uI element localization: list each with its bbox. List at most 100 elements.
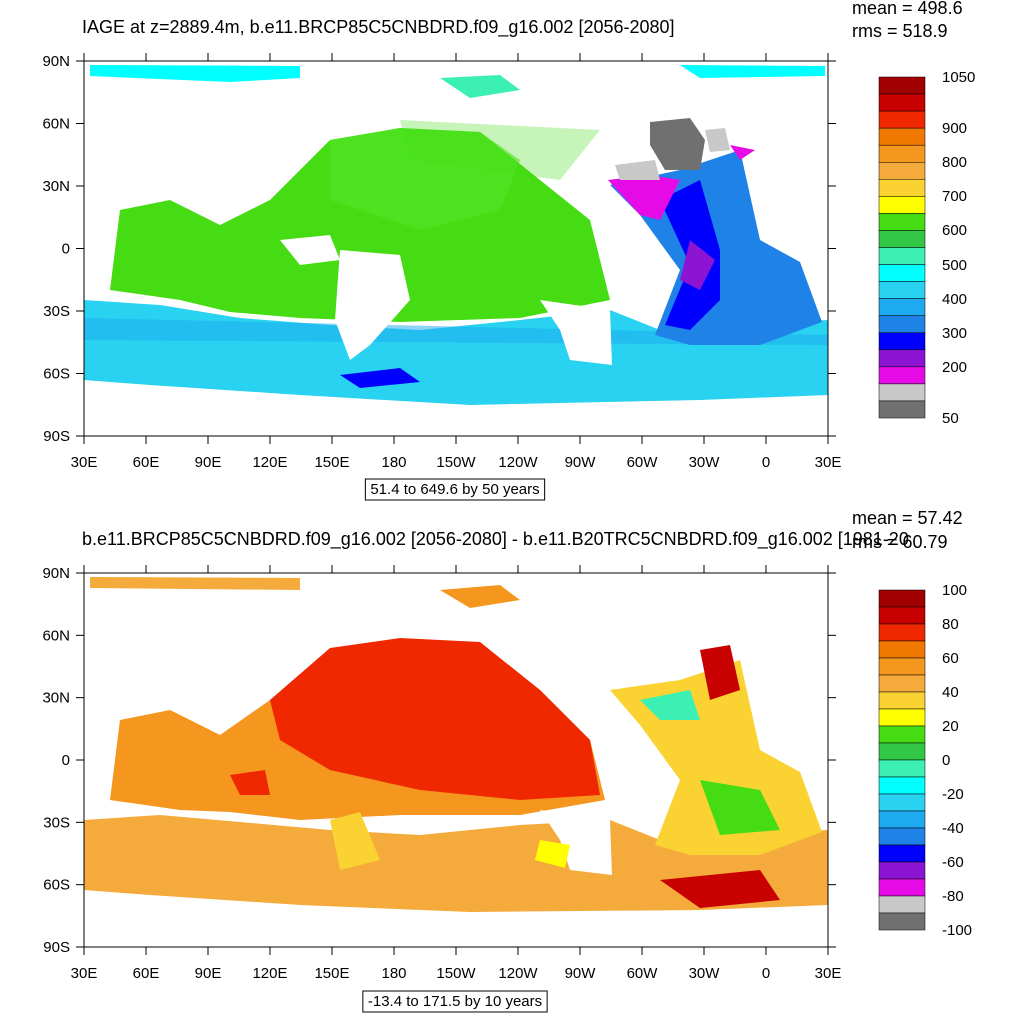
colorbar-label: -100 bbox=[942, 922, 972, 939]
colorbar-label: 500 bbox=[942, 257, 967, 274]
colorbar-box bbox=[878, 827, 926, 846]
colorbar-box bbox=[878, 264, 926, 282]
colorbar-box bbox=[878, 657, 926, 676]
colorbar-label: 900 bbox=[942, 120, 967, 137]
colorbar-label: -60 bbox=[942, 854, 964, 871]
colorbar-label: 100 bbox=[942, 582, 967, 599]
colorbar-box bbox=[878, 674, 926, 693]
map-bottom bbox=[84, 573, 828, 947]
lat-label: 0 bbox=[62, 752, 70, 769]
lon-label: 120E bbox=[252, 965, 287, 982]
lat-label: 90S bbox=[43, 428, 70, 445]
colorbar-box bbox=[878, 861, 926, 880]
lon-label: 180 bbox=[381, 454, 406, 471]
lon-label: 150E bbox=[314, 454, 349, 471]
colorbar-box bbox=[878, 332, 926, 351]
lon-label: 90W bbox=[565, 965, 597, 982]
lat-label: 60N bbox=[42, 627, 70, 644]
lat-label: 30N bbox=[42, 690, 70, 707]
rms-label: rms = 60.79 bbox=[852, 532, 948, 552]
colorbar-box bbox=[878, 793, 926, 812]
colorbar-box bbox=[878, 776, 926, 795]
colorbar-box bbox=[878, 110, 926, 129]
colorbar-box bbox=[878, 383, 926, 402]
lon-label: 90E bbox=[195, 454, 222, 471]
lon-label: 150E bbox=[314, 965, 349, 982]
colorbar-box bbox=[878, 895, 926, 914]
lon-label: 30E bbox=[815, 965, 842, 982]
lat-label: 60S bbox=[43, 877, 70, 894]
colorbar-box bbox=[878, 400, 926, 419]
colorbar-label: 0 bbox=[942, 752, 950, 769]
lon-label: 150W bbox=[436, 454, 476, 471]
colorbar-box bbox=[878, 247, 926, 265]
mean-label: mean = 57.42 bbox=[852, 508, 963, 528]
colorbar-box bbox=[878, 76, 926, 95]
colorbar-label: 200 bbox=[942, 359, 967, 376]
lat-label: 0 bbox=[62, 241, 70, 258]
colorbar-box bbox=[878, 640, 926, 659]
range-note-box bbox=[362, 990, 548, 1013]
colorbar-box bbox=[878, 315, 926, 334]
colorbar-box bbox=[878, 708, 926, 727]
colorbar-box bbox=[878, 281, 926, 299]
lon-label: 30E bbox=[71, 454, 98, 471]
range-note: -13.4 to 171.5 by 10 years bbox=[368, 993, 542, 1010]
colorbar-label: 60 bbox=[942, 650, 959, 667]
colorbar-label: 1050 bbox=[942, 69, 975, 86]
lon-label: 120E bbox=[252, 454, 287, 471]
colorbar-box bbox=[878, 349, 926, 368]
colorbar-box bbox=[878, 162, 926, 180]
lon-label: 60W bbox=[627, 454, 659, 471]
colorbar-label: 50 bbox=[942, 410, 959, 427]
panel-title: b.e11.BRCP85C5CNBDRD.f09_g16.002 [2056-2… bbox=[82, 529, 909, 550]
lon-label: 90W bbox=[565, 454, 597, 471]
colorbar-box bbox=[878, 144, 926, 163]
lon-label: 60W bbox=[627, 965, 659, 982]
colorbar-label: 80 bbox=[942, 616, 959, 633]
lat-label: 90N bbox=[42, 53, 70, 70]
colorbar-label: -80 bbox=[942, 888, 964, 905]
lon-label: 30W bbox=[689, 454, 721, 471]
lon-label: 0 bbox=[762, 965, 770, 982]
map-top bbox=[84, 61, 828, 436]
colorbar-label: 40 bbox=[942, 684, 959, 701]
range-note-box bbox=[364, 478, 546, 501]
colorbar-box bbox=[878, 623, 926, 642]
colorbar-label: 300 bbox=[942, 325, 967, 342]
colorbar-box bbox=[878, 810, 926, 829]
lat-label: 60N bbox=[42, 116, 70, 133]
mean-label: mean = 498.6 bbox=[852, 0, 963, 18]
colorbar-box bbox=[878, 213, 926, 231]
colorbar-label: -40 bbox=[942, 820, 964, 837]
lon-label: 60E bbox=[133, 965, 160, 982]
lon-label: 150W bbox=[436, 965, 476, 982]
colorbar-box bbox=[878, 196, 926, 214]
colorbar-box bbox=[878, 230, 926, 248]
lon-label: 60E bbox=[133, 454, 160, 471]
colorbar-box bbox=[878, 127, 926, 146]
lat-label: 30N bbox=[42, 178, 70, 195]
rms-label: rms = 518.9 bbox=[852, 21, 948, 41]
colorbar-label: -20 bbox=[942, 786, 964, 803]
lon-label: 90E bbox=[195, 965, 222, 982]
lon-label: 30E bbox=[815, 454, 842, 471]
colorbar-box bbox=[878, 179, 926, 197]
colorbar-box bbox=[878, 878, 926, 897]
lon-label: 180 bbox=[381, 965, 406, 982]
colorbar-box bbox=[878, 366, 926, 385]
lon-label: 30E bbox=[71, 965, 98, 982]
colorbar-box bbox=[878, 606, 926, 625]
colorbar-label: 600 bbox=[942, 222, 967, 239]
lat-label: 30S bbox=[43, 303, 70, 320]
colorbar-box bbox=[878, 844, 926, 863]
colorbar-label: 700 bbox=[942, 188, 967, 205]
lat-label: 30S bbox=[43, 814, 70, 831]
lon-label: 0 bbox=[762, 454, 770, 471]
colorbar-box bbox=[878, 589, 926, 608]
colorbar-box bbox=[878, 725, 926, 744]
lat-label: 90S bbox=[43, 939, 70, 956]
colorbar-label: 800 bbox=[942, 154, 967, 171]
